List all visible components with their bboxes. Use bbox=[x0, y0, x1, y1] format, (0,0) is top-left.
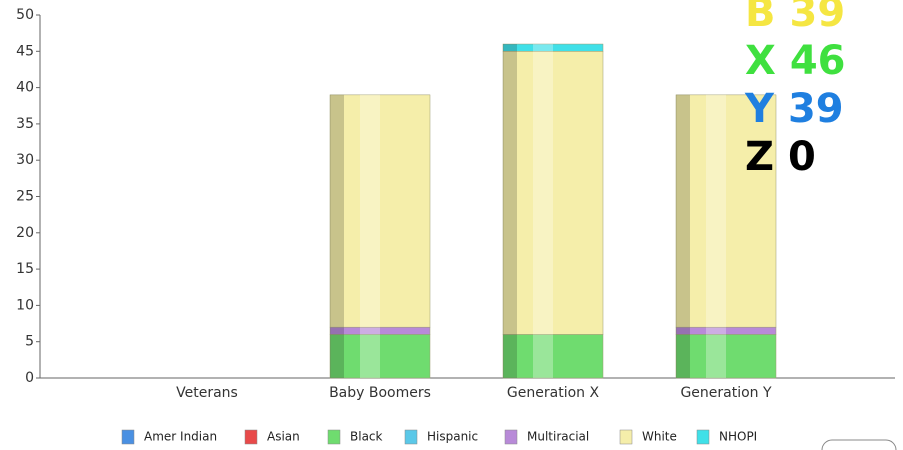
y-tick-label: 5 bbox=[25, 334, 34, 350]
annotation-label: Y bbox=[744, 86, 775, 132]
y-tick-label: 20 bbox=[16, 225, 34, 241]
legend-label: Asian bbox=[267, 430, 300, 444]
annotation: Y 39 bbox=[744, 86, 844, 132]
y-tick-label: 0 bbox=[25, 370, 34, 386]
bar-segment bbox=[502, 43, 604, 52]
x-tick-label: Veterans bbox=[176, 385, 238, 401]
bar-segment bbox=[329, 334, 431, 379]
y-tick-label: 40 bbox=[16, 80, 34, 96]
bar-shade bbox=[676, 327, 690, 335]
bar-shade bbox=[503, 51, 517, 335]
bar-shine bbox=[533, 51, 553, 335]
bar-shine bbox=[360, 94, 380, 328]
y-tick-label: 10 bbox=[16, 297, 34, 313]
bar-shade bbox=[330, 327, 344, 335]
annotation-value: 0 bbox=[788, 134, 816, 180]
annotation: X 46 bbox=[745, 38, 846, 84]
legend-label: Black bbox=[350, 430, 383, 444]
bar-shine bbox=[360, 327, 380, 335]
y-tick-label: 45 bbox=[16, 43, 34, 59]
legend-label: Multiracial bbox=[527, 430, 589, 444]
legend-swatch bbox=[404, 429, 418, 445]
legend-swatch bbox=[121, 429, 135, 445]
x-tick-label: Baby Boomers bbox=[329, 385, 431, 401]
bar-segment bbox=[502, 51, 604, 335]
legend-label: Hispanic bbox=[427, 430, 478, 444]
bar-shade bbox=[676, 334, 690, 378]
annotation-label: B bbox=[745, 0, 776, 36]
y-tick-label: 30 bbox=[16, 152, 34, 168]
legend-swatch bbox=[696, 429, 710, 445]
bar-shine bbox=[706, 94, 726, 328]
legend-swatch bbox=[244, 429, 258, 445]
y-tick-label: 35 bbox=[16, 116, 34, 132]
bar-segment bbox=[675, 94, 777, 328]
annotation: B 39 bbox=[745, 0, 845, 36]
bar-segment bbox=[675, 334, 777, 379]
bar-shine bbox=[706, 334, 726, 378]
legend-swatch bbox=[619, 429, 633, 445]
annotation-label: Z bbox=[745, 134, 774, 180]
y-tick-label: 25 bbox=[16, 189, 34, 205]
button[interactable] bbox=[821, 439, 897, 450]
bar-shade bbox=[676, 94, 690, 328]
bar-shine bbox=[533, 334, 553, 378]
y-tick-label: 15 bbox=[16, 261, 34, 277]
legend-label: White bbox=[642, 430, 677, 444]
annotation-value: 39 bbox=[788, 86, 844, 132]
y-tick-label: 50 bbox=[16, 7, 34, 23]
x-tick-label: Generation Y bbox=[680, 385, 772, 401]
bar-shine bbox=[360, 334, 380, 378]
bar-segment bbox=[329, 94, 431, 328]
legend-swatch bbox=[504, 429, 518, 445]
bar-shine bbox=[533, 44, 553, 52]
bar-shade bbox=[330, 94, 344, 328]
legend-swatch bbox=[327, 429, 341, 445]
bar-shade bbox=[330, 334, 344, 378]
bar-shade bbox=[503, 334, 517, 378]
legend-label: Amer Indian bbox=[144, 430, 217, 444]
bar-shine bbox=[706, 327, 726, 335]
x-tick-label: Generation X bbox=[507, 385, 600, 401]
annotation-value: 46 bbox=[790, 38, 846, 84]
annotation-label: X bbox=[745, 38, 776, 84]
annotation-value: 39 bbox=[790, 0, 846, 36]
bar-segment bbox=[502, 334, 604, 379]
bar-shade bbox=[503, 44, 517, 52]
legend-label: NHOPI bbox=[719, 430, 757, 444]
